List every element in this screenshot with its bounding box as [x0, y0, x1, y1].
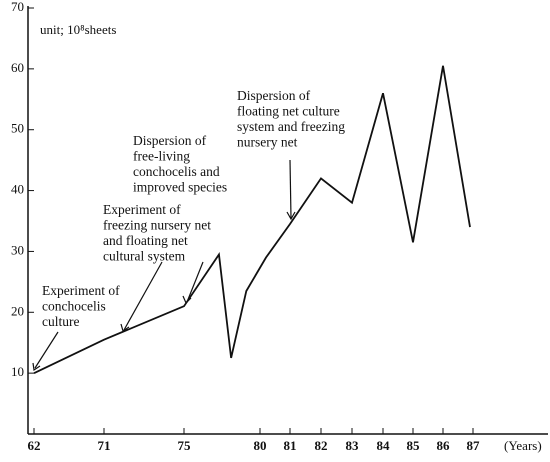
annotation: Dispersion of [133, 133, 207, 148]
annotation: system and freezing [237, 119, 345, 134]
y-tick-label: 60 [11, 60, 24, 75]
annotation: conchocelis [42, 299, 106, 314]
annotation: Experiment of [103, 202, 181, 217]
x-tick-label: 85 [407, 438, 421, 453]
annotation: cultural system [103, 249, 186, 264]
annotation: freezing nursery net [103, 218, 211, 233]
annotation: improved species [133, 180, 227, 195]
x-tick-label: 62 [28, 438, 41, 453]
x-tick-label: 75 [178, 438, 192, 453]
annotation: Dispersion of [237, 88, 311, 103]
unit-label: unit; 10⁸sheets [40, 22, 116, 37]
x-tick-label: 82 [315, 438, 328, 453]
x-tick-label: 83 [346, 438, 360, 453]
x-tick-label: 87 [467, 438, 481, 453]
annotation: Experiment of [42, 283, 120, 298]
y-tick-label: 10 [11, 364, 24, 379]
annotation: conchocelis and [133, 164, 220, 179]
annotation: culture [42, 314, 79, 329]
y-tick-label: 20 [11, 303, 24, 318]
annotation: free-living [133, 149, 190, 164]
x-tick-label: 71 [98, 438, 111, 453]
annotation: floating net culture [237, 104, 340, 119]
x-tick-label: 80 [254, 438, 267, 453]
y-tick-label: 30 [11, 242, 24, 257]
y-tick-label: 50 [11, 121, 24, 136]
x-tick-label: 81 [284, 438, 297, 453]
y-tick-label: 40 [11, 182, 24, 197]
annotation: nursery net [237, 135, 298, 150]
x-tick-label: 86 [437, 438, 451, 453]
x-tick-label: 84 [377, 438, 391, 453]
data-line [33, 65, 471, 374]
y-tick-label: 70 [11, 0, 24, 14]
x-axis-label: (Years) [504, 438, 542, 453]
annotation: and floating net [103, 233, 188, 248]
